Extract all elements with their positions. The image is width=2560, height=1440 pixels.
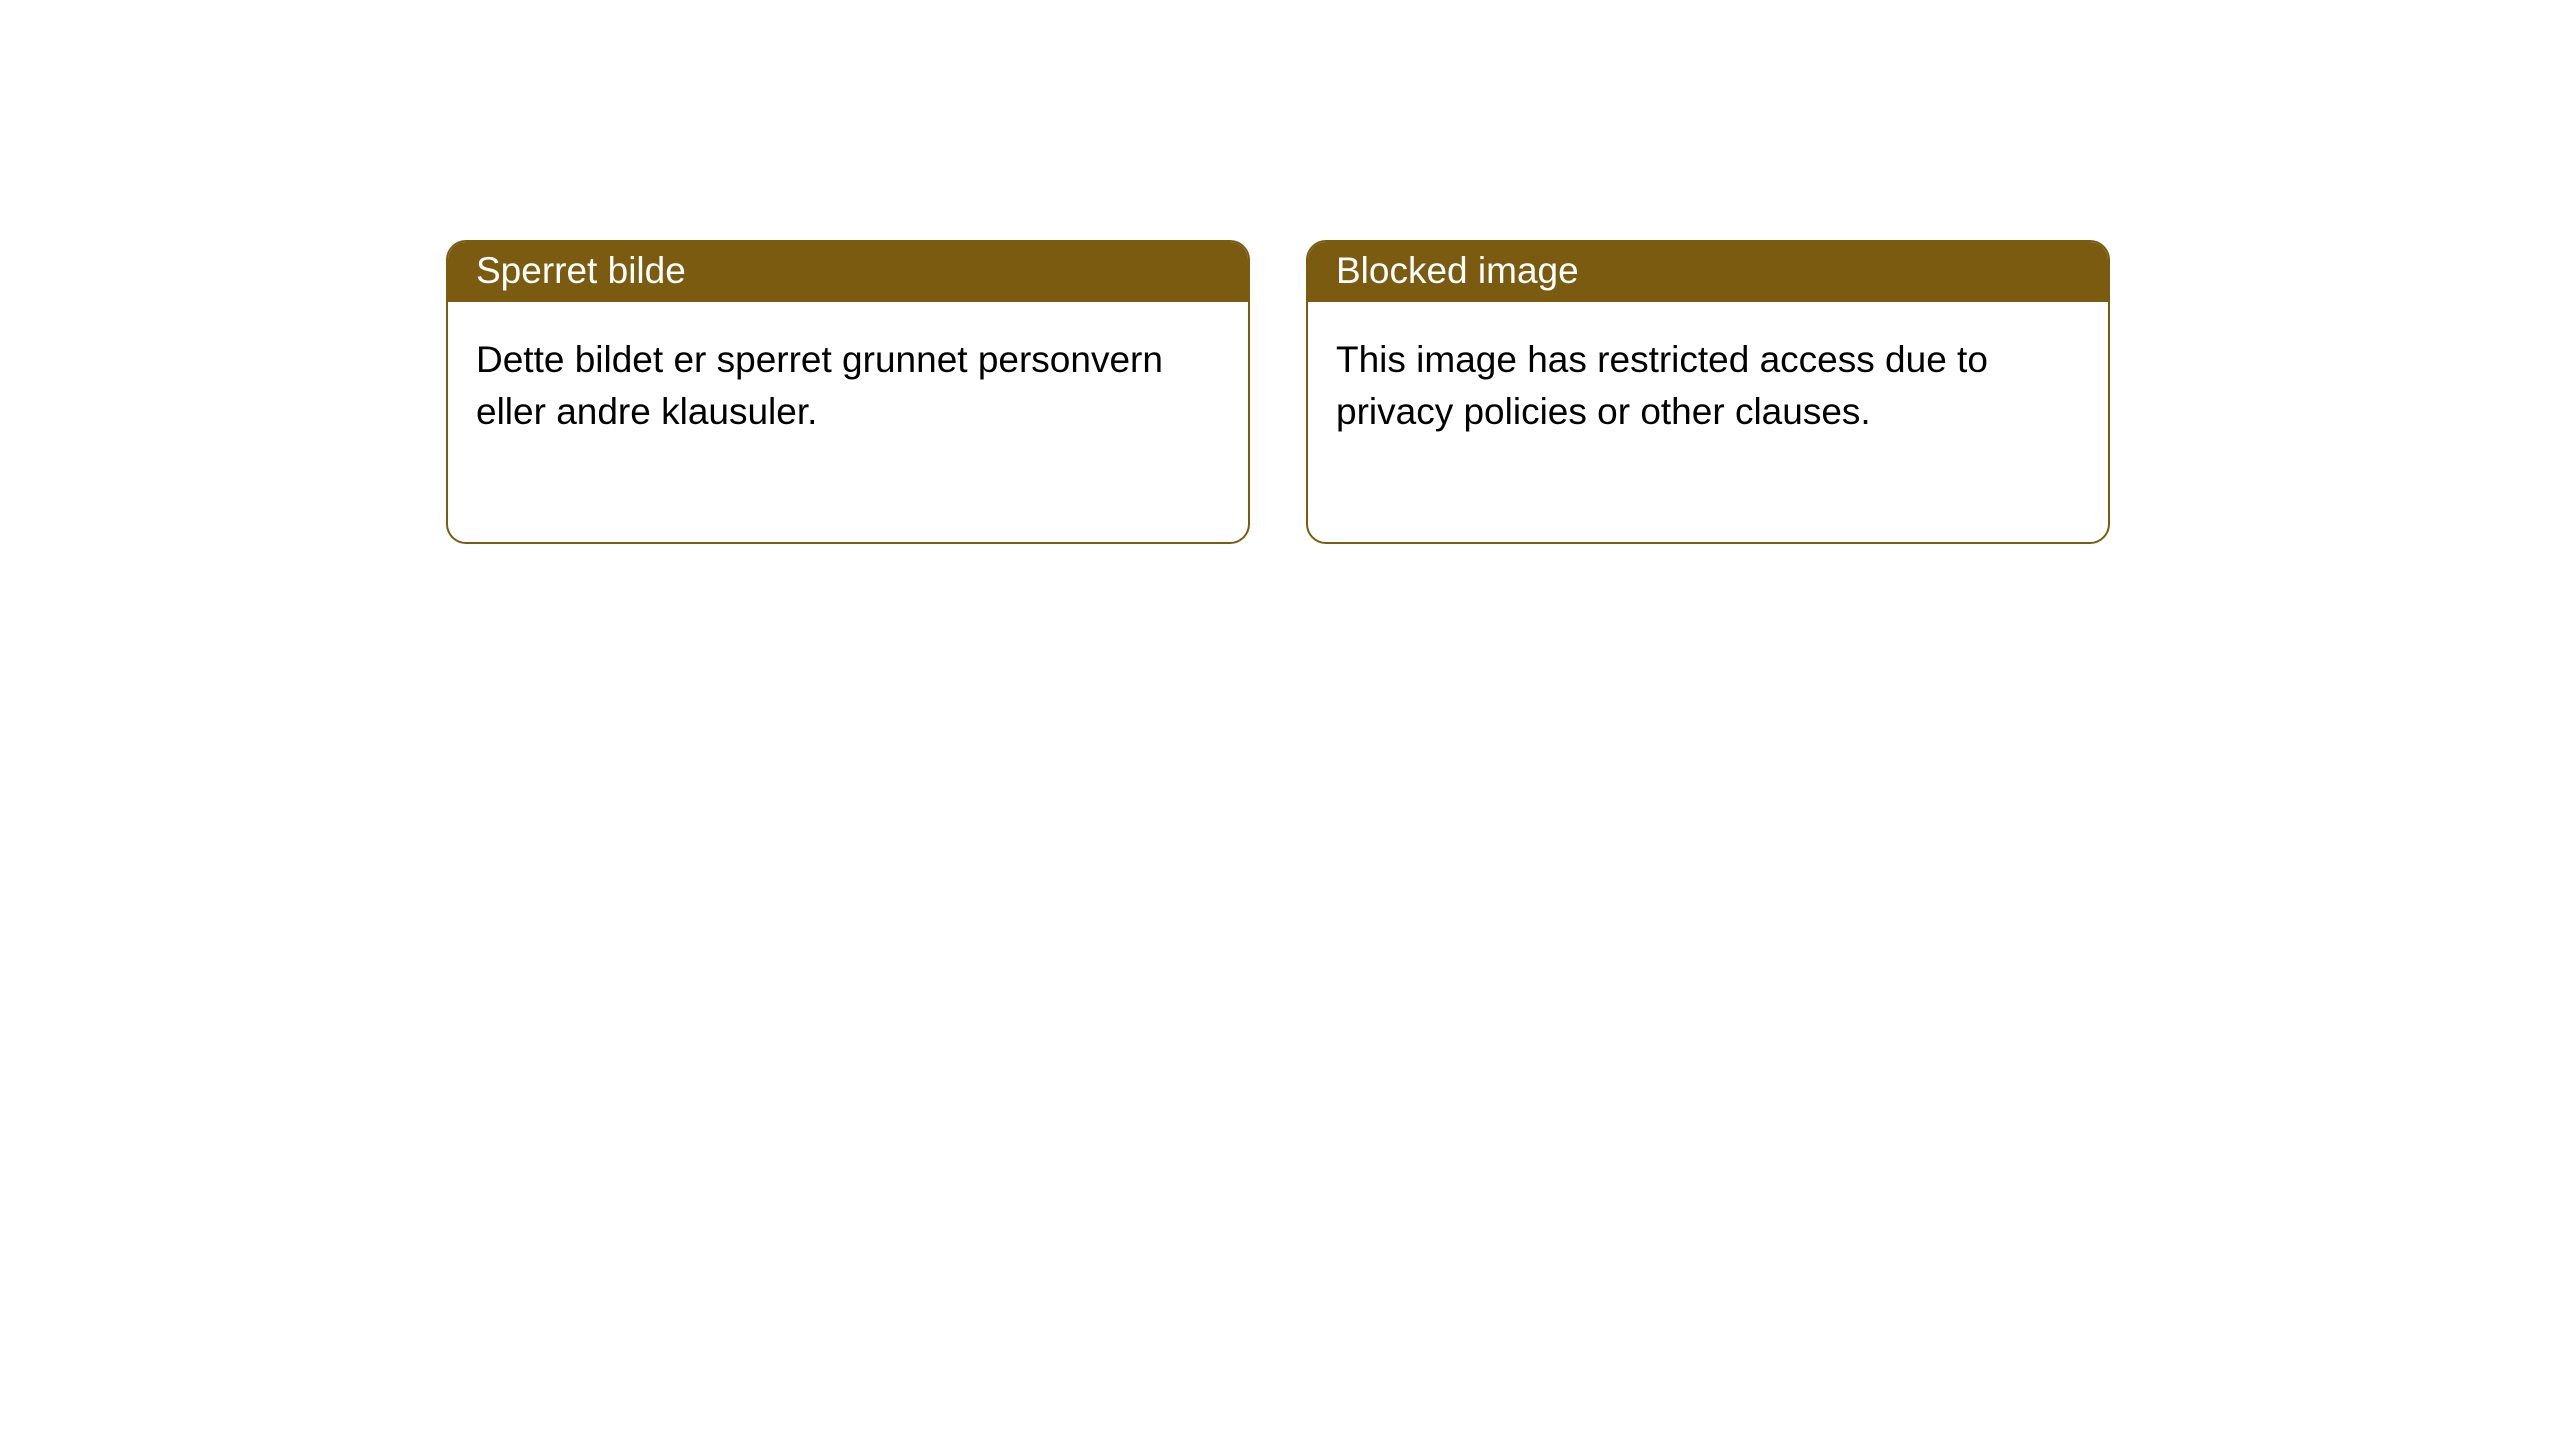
notice-card-english: Blocked image This image has restricted … [1306,240,2110,544]
notice-container: Sperret bilde Dette bildet er sperret gr… [0,0,2560,544]
notice-header: Sperret bilde [448,242,1248,302]
notice-header: Blocked image [1308,242,2108,302]
notice-body: This image has restricted access due to … [1308,302,2108,542]
notice-body: Dette bildet er sperret grunnet personve… [448,302,1248,542]
notice-card-norwegian: Sperret bilde Dette bildet er sperret gr… [446,240,1250,544]
